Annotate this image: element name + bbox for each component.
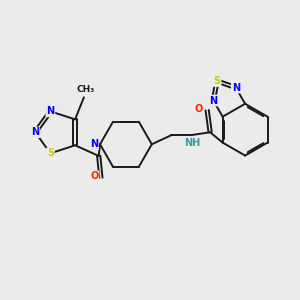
Text: N: N	[31, 127, 39, 137]
Text: O: O	[195, 104, 203, 114]
Text: N: N	[232, 82, 240, 93]
Text: S: S	[214, 76, 220, 86]
Text: N: N	[90, 139, 98, 149]
Text: O: O	[90, 171, 98, 182]
Text: N: N	[209, 95, 217, 106]
Text: CH₃: CH₃	[76, 85, 94, 94]
Text: NH: NH	[184, 138, 200, 148]
Text: S: S	[47, 148, 54, 158]
Text: N: N	[46, 106, 55, 116]
